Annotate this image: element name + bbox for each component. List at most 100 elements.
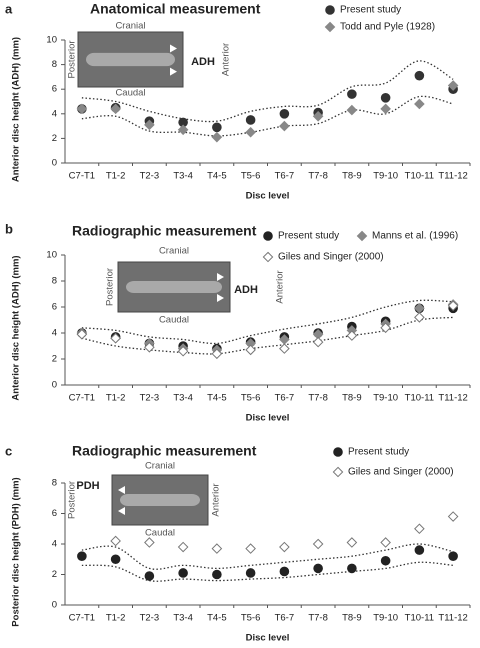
inset-bottom: Caudal: [115, 88, 145, 99]
x-tick-label: T11-12: [438, 613, 467, 624]
point: [245, 543, 256, 554]
y-tick-label: 4: [52, 328, 57, 339]
point: [212, 122, 222, 133]
point: [245, 568, 256, 578]
point: [447, 80, 459, 91]
chart-title: Anatomical measurement: [90, 1, 261, 17]
y-tick-label: 6: [52, 302, 57, 313]
band-lower: [81, 95, 454, 137]
inset-top: Cranial: [145, 461, 175, 472]
point: [110, 103, 121, 115]
panel-label: b: [5, 221, 13, 236]
point: [414, 545, 425, 555]
point: [380, 322, 391, 334]
x-tick-label: T4-5: [207, 171, 227, 182]
point: [332, 466, 344, 478]
point: [211, 131, 223, 143]
x-tick-label: C7-T1: [69, 171, 95, 182]
point: [263, 231, 273, 241]
band-upper: [81, 60, 454, 123]
point: [324, 21, 336, 33]
point: [144, 119, 155, 131]
x-axis-title: Disc level: [246, 191, 290, 202]
point: [76, 103, 88, 115]
x-tick-label: T1-2: [106, 613, 126, 624]
y-tick-label: 2: [52, 569, 57, 580]
point: [380, 93, 391, 103]
x-tick-label: T6-7: [275, 171, 295, 182]
inset-bottom: Caudal: [145, 528, 175, 539]
point: [110, 332, 121, 344]
point: [177, 345, 189, 357]
point: [448, 551, 458, 562]
inset-left: Posterior: [67, 40, 78, 78]
point: [144, 571, 155, 581]
inset-disc: [120, 494, 200, 506]
inset-right: Anterior: [211, 483, 222, 516]
inset-disc: [126, 281, 222, 293]
point: [110, 554, 121, 565]
inset-arrow: [118, 507, 125, 515]
y-axis-title: Posterior disc height (PDH) (mm): [11, 477, 22, 626]
point: [211, 543, 223, 554]
point: [347, 563, 357, 574]
inset-arrow: [170, 44, 177, 53]
y-tick-label: 2: [52, 133, 57, 144]
point: [245, 126, 256, 138]
point: [414, 70, 425, 81]
point: [262, 251, 274, 263]
x-tick-label: T10-11: [405, 613, 434, 624]
chart-title: Radiographic measurement: [72, 223, 257, 239]
y-tick-label: 8: [52, 59, 57, 70]
point: [110, 535, 121, 547]
chart-title: Radiographic measurement: [72, 443, 257, 459]
y-tick-label: 4: [52, 108, 57, 119]
point: [279, 109, 290, 119]
point: [211, 348, 223, 360]
point: [346, 104, 358, 116]
point: [279, 343, 290, 354]
inset-right: Anterior: [275, 270, 286, 303]
point: [279, 541, 290, 553]
inset-top: Cranial: [115, 21, 145, 32]
y-tick-label: 10: [46, 35, 57, 46]
inset: Cranial Caudal Posterior Anterior ADH: [105, 246, 286, 326]
band-lower: [81, 561, 454, 582]
point: [325, 5, 335, 15]
point: [144, 537, 155, 548]
legend-label: Todd and Pyle (1928): [340, 22, 435, 33]
y-tick-label: 4: [52, 539, 57, 550]
inset-arrow: [118, 486, 125, 494]
inset-arrow: [217, 294, 224, 302]
point: [313, 563, 323, 574]
inset-tag: ADH: [234, 284, 258, 296]
point: [279, 566, 290, 577]
x-tick-label: T1-2: [106, 393, 126, 404]
inset-top: Cranial: [159, 246, 189, 257]
point: [76, 328, 88, 340]
y-tick-label: 0: [52, 600, 57, 611]
legend-label: Present study: [348, 447, 409, 458]
x-tick-label: T8-9: [342, 393, 362, 404]
x-tick-label: T8-9: [342, 171, 362, 182]
x-tick-label: T2-3: [140, 171, 160, 182]
x-tick-label: T5-6: [241, 171, 261, 182]
band-upper: [81, 299, 454, 345]
point: [245, 115, 256, 125]
x-tick-label: T6-7: [275, 393, 295, 404]
x-tick-label: T1-2: [106, 171, 126, 182]
inset: Cranial Caudal Posterior Anterior PDH: [67, 461, 222, 539]
point: [312, 538, 324, 550]
y-axis-title: Anterior disc height (ADH) (mm): [11, 37, 22, 182]
x-tick-label: T11-12: [438, 171, 467, 182]
point: [177, 541, 189, 553]
point: [312, 336, 324, 348]
point: [333, 447, 343, 457]
point: [414, 312, 425, 323]
band-upper: [81, 543, 454, 570]
legend-label: Present study: [278, 231, 339, 242]
inset-disc: [86, 52, 175, 67]
x-tick-label: T9-10: [373, 613, 398, 624]
x-tick-label: T9-10: [373, 393, 398, 404]
